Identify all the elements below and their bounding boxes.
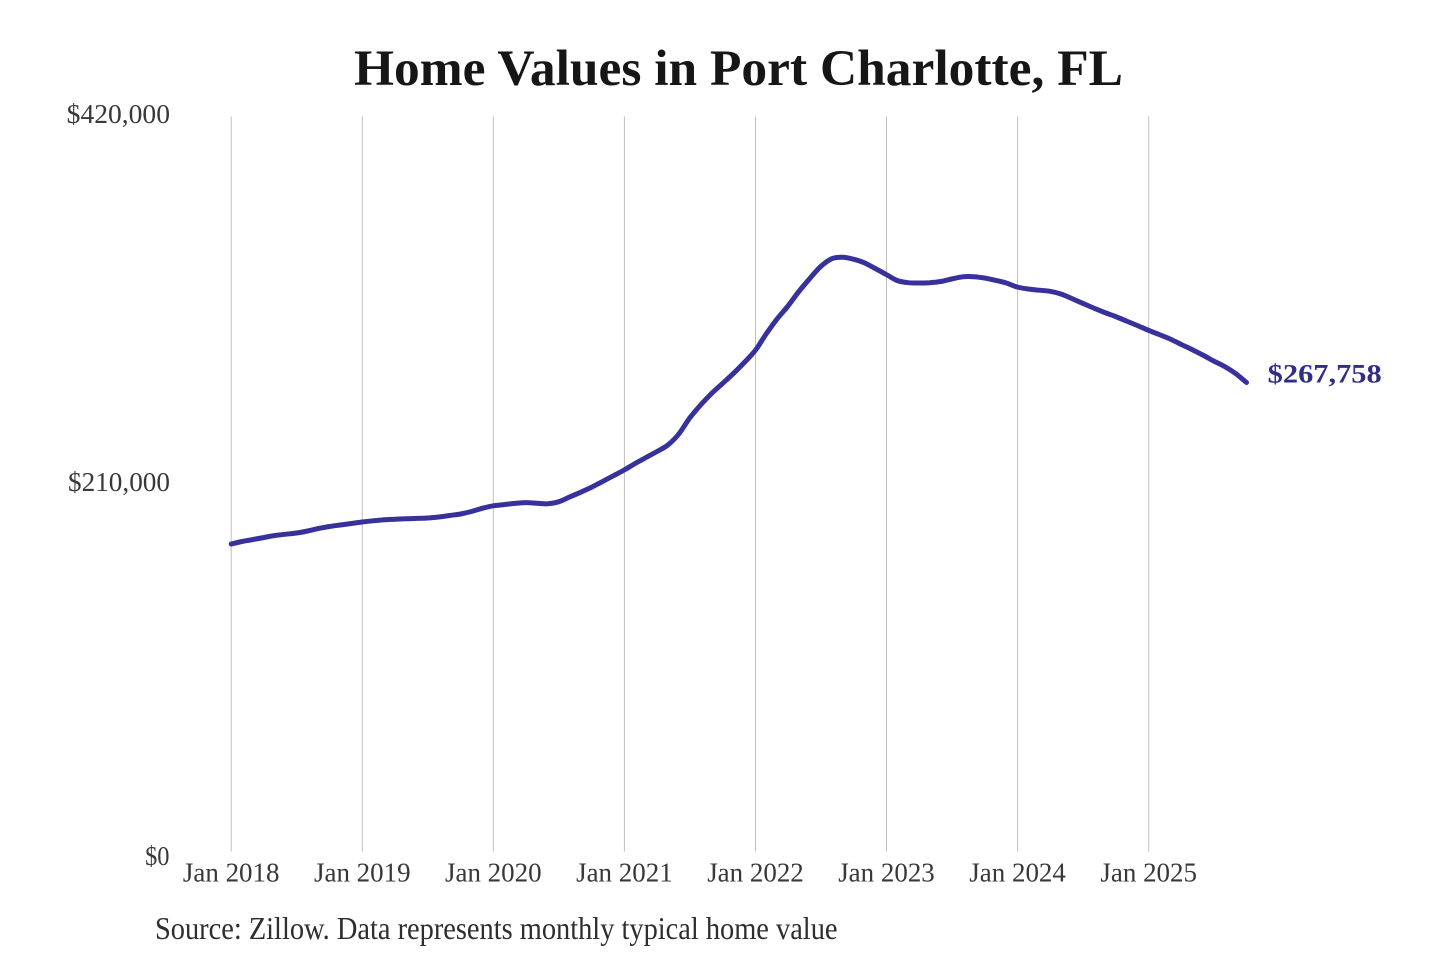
svg-text:Jan 2020: Jan 2020 — [445, 858, 542, 888]
svg-text:Home Values in Port Charlotte,: Home Values in Port Charlotte, FL — [354, 40, 1123, 96]
svg-text:$210,000: $210,000 — [68, 467, 170, 497]
svg-text:Jan 2022: Jan 2022 — [707, 858, 804, 888]
svg-text:Jan 2024: Jan 2024 — [969, 858, 1066, 888]
svg-text:Source: Zillow. Data represent: Source: Zillow. Data represents monthly … — [155, 911, 838, 946]
svg-text:$420,000: $420,000 — [67, 99, 170, 129]
svg-text:Jan 2019: Jan 2019 — [314, 858, 411, 888]
svg-text:$267,758: $267,758 — [1268, 360, 1382, 389]
svg-text:Jan 2021: Jan 2021 — [576, 858, 673, 888]
svg-text:Jan 2023: Jan 2023 — [838, 858, 935, 888]
svg-text:$0: $0 — [145, 841, 169, 871]
svg-text:Jan 2025: Jan 2025 — [1100, 858, 1197, 888]
svg-text:Jan 2018: Jan 2018 — [183, 858, 280, 888]
